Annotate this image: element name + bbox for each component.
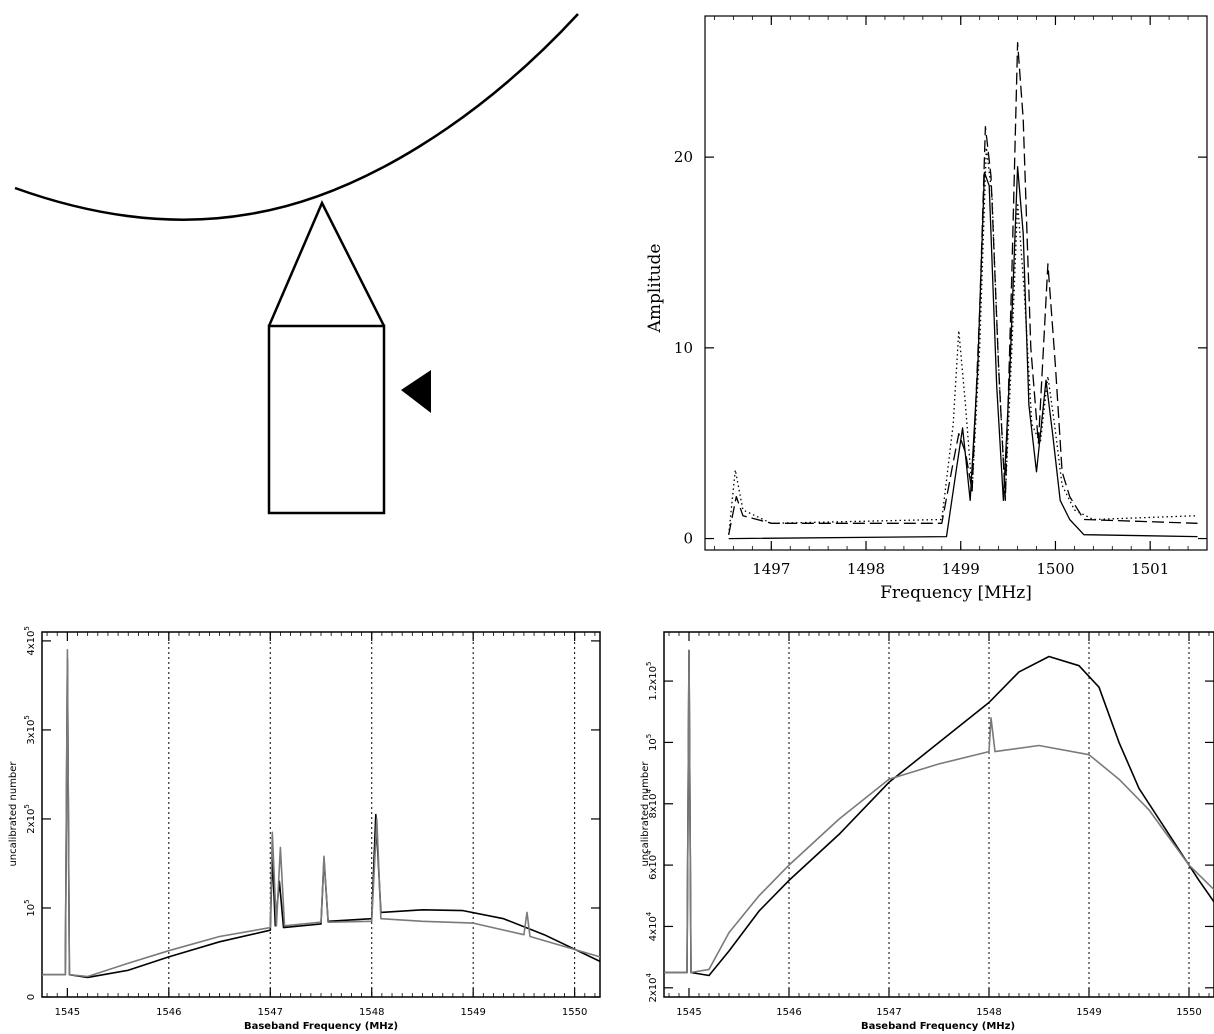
chart-amplitude: 1497 1498 1499 1500 1501 0 10 20 Frequency [MHz…	[645, 15, 1208, 603]
y-tick-label: 2x104	[645, 973, 659, 1003]
tick-label-group: 1497 1498 1499 1500 1501 0 10 20	[674, 148, 1169, 578]
x-tick-label: 1547	[258, 1007, 283, 1018]
series-line-2	[664, 649, 1214, 974]
x-tick-label: 1546	[156, 1007, 181, 1018]
x-tick-label: 1545	[55, 1007, 80, 1018]
y-tick-label: 3x105	[23, 715, 37, 744]
y-axis-label: uncalibrated number	[640, 761, 651, 867]
y-axis-label: Amplitude	[645, 244, 665, 334]
receiver-box	[267, 324, 386, 515]
x-tick-label: 1545	[676, 1007, 701, 1018]
y-tick-label: 20	[674, 148, 693, 166]
series-line-1	[664, 649, 1214, 977]
y-tick-label: 0	[26, 994, 37, 1000]
y-tick-label: 8x104	[645, 788, 659, 818]
y-tick-label: 105	[645, 734, 659, 751]
plot-frame	[41, 631, 601, 998]
y-tick-base: 4x10	[648, 916, 659, 941]
x-axis-label: Baseband Frequency (MHz)	[861, 1021, 1015, 1032]
x-tick-label: 1548	[359, 1007, 384, 1018]
tick-label-group: 1545 1546 1547 1548 1549 155001052x1053x1054x…	[23, 626, 587, 1018]
y-tick-base: 6x10	[648, 855, 659, 880]
x-tick-label: 1550	[1176, 1007, 1201, 1018]
y-tick-exponent: 4	[645, 788, 653, 793]
series-line-1	[42, 657, 601, 979]
y-tick-exponent: 5	[23, 715, 31, 719]
y-tick-base: 8x10	[648, 793, 659, 818]
speaker-icon	[401, 370, 431, 413]
x-tick-label: 1546	[776, 1007, 801, 1018]
series-line-1	[728, 166, 1198, 540]
y-tick-base: 10	[648, 738, 659, 751]
vline-group	[788, 632, 1190, 997]
y-tick-exponent: 5	[23, 626, 31, 630]
y-tick-label: 0	[683, 530, 693, 548]
y-tick-label: 105	[23, 899, 37, 916]
y-tick-label: 1.2x105	[645, 662, 659, 701]
x-tick-label: 1549	[460, 1007, 485, 1018]
chart-spectrum-zoom: 1545 1546 1547 1548 1549 15502x1044x1046x1048…	[640, 631, 1214, 1032]
tick-label-group: 1545 1546 1547 1548 1549 15502x1044x1046x1048…	[645, 662, 1202, 1018]
y-tick-base: 0	[26, 994, 37, 1000]
y-tick-base: 2x10	[26, 809, 37, 834]
series-group	[728, 42, 1198, 540]
x-axis-label: Baseband Frequency (MHz)	[244, 1021, 398, 1032]
series-line-2	[728, 146, 1198, 535]
y-tick-base: 2x10	[648, 978, 659, 1003]
tick-group	[42, 632, 600, 998]
feed-cone	[267, 200, 386, 327]
x-tick-label: 1549	[1076, 1007, 1101, 1018]
y-tick-exponent: 5	[23, 899, 31, 903]
plot-frame	[663, 631, 1214, 998]
y-tick-label: 4x105	[23, 626, 37, 655]
y-tick-base: 1.2x10	[648, 666, 659, 701]
x-tick-label: 1548	[976, 1007, 1001, 1018]
y-tick-label: 6x104	[645, 850, 659, 880]
y-tick-exponent: 5	[645, 734, 653, 738]
x-tick-label: 1501	[1131, 560, 1169, 578]
diagram-panel	[14, 13, 579, 515]
x-tick-label: 1547	[876, 1007, 901, 1018]
tick-group	[664, 632, 1214, 997]
chart-spectrum-wide: 1545 1546 1547 1548 1549 155001052x1053x1054x…	[8, 626, 601, 1032]
x-tick-label: 1550	[562, 1007, 587, 1018]
x-axis-label: Frequency [MHz]	[880, 583, 1032, 603]
series-group	[664, 649, 1214, 977]
y-tick-exponent: 4	[645, 973, 653, 978]
y-tick-exponent: 4	[645, 911, 653, 916]
y-tick-base: 4x10	[26, 631, 37, 656]
y-tick-exponent: 5	[645, 662, 653, 666]
y-tick-label: 10	[674, 339, 693, 357]
series-line-3	[728, 42, 1198, 535]
dish-arc	[14, 13, 579, 221]
y-tick-exponent: 4	[645, 850, 653, 855]
y-tick-exponent: 5	[23, 804, 31, 808]
tick-group	[705, 16, 1207, 550]
x-tick-label: 1497	[752, 560, 790, 578]
y-axis-label: uncalibrated number	[8, 761, 19, 867]
vline-group	[168, 632, 576, 997]
y-tick-base: 3x10	[26, 720, 37, 745]
series-group	[42, 648, 601, 979]
x-tick-label: 1500	[1036, 560, 1074, 578]
y-tick-label: 4x104	[645, 911, 659, 941]
x-tick-label: 1498	[847, 560, 885, 578]
y-tick-base: 10	[26, 904, 37, 917]
series-line-2	[42, 648, 601, 978]
x-tick-label: 1499	[942, 560, 980, 578]
y-tick-label: 2x105	[23, 804, 37, 833]
plot-frame	[704, 15, 1208, 551]
